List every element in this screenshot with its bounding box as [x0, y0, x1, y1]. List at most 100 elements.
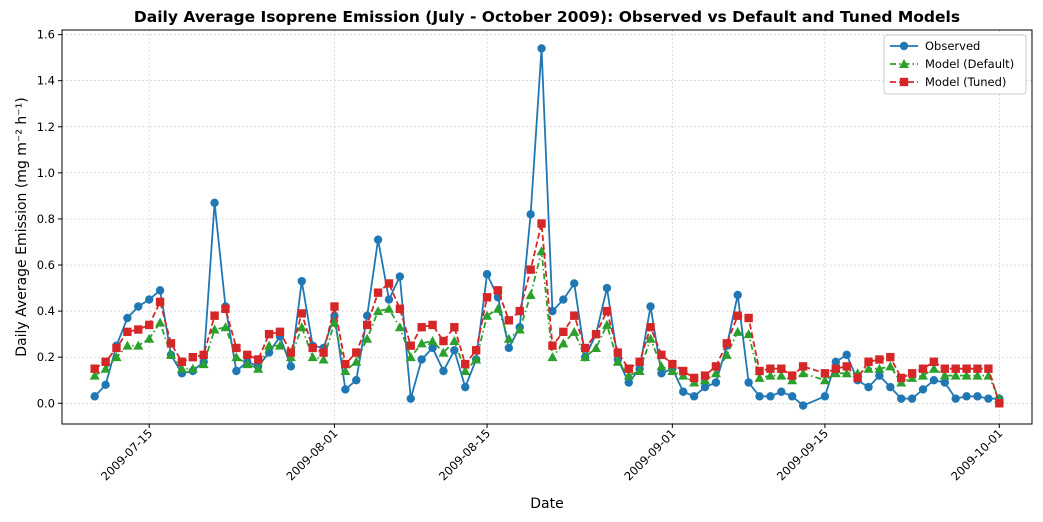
data-point [492, 303, 503, 313]
data-point [656, 361, 667, 371]
y-tick-label: 1.4 [37, 74, 55, 88]
data-point [743, 329, 754, 339]
data-point [198, 359, 209, 369]
data-point [504, 316, 514, 325]
y-tick-label: 0.8 [37, 212, 55, 226]
data-point [973, 364, 982, 373]
data-point [886, 352, 895, 362]
data-point [569, 326, 580, 336]
data-point [777, 387, 786, 396]
data-point [471, 346, 481, 355]
data-point [874, 363, 885, 373]
data-point [951, 394, 960, 403]
data-point [438, 347, 449, 357]
data-point [537, 44, 546, 53]
data-point [89, 370, 100, 380]
data-point [613, 348, 623, 357]
data-point [897, 394, 906, 403]
data-point [482, 310, 493, 320]
data-point [482, 270, 492, 279]
data-point [798, 401, 808, 410]
data-point [232, 366, 241, 376]
data-point [199, 350, 208, 360]
series-2 [90, 219, 1004, 408]
data-point [548, 341, 557, 350]
data-point [700, 371, 710, 380]
data-point [416, 338, 427, 348]
data-point [864, 382, 873, 392]
legend-marker [899, 41, 909, 51]
data-point [820, 369, 830, 378]
data-point [668, 359, 677, 369]
data-point [623, 370, 634, 380]
data-point [427, 336, 438, 346]
data-point [449, 336, 460, 346]
data-point [559, 295, 568, 304]
data-point [341, 385, 350, 394]
data-point [612, 356, 623, 366]
data-point [450, 323, 459, 332]
data-point [176, 363, 187, 373]
data-point [428, 320, 437, 330]
data-point [384, 279, 394, 288]
data-point [232, 343, 241, 353]
data-point [406, 341, 415, 350]
data-point [123, 313, 132, 323]
data-point [646, 323, 655, 332]
y-tick-label: 1.0 [37, 166, 55, 180]
data-point [439, 336, 448, 346]
data-point [864, 357, 873, 366]
data-point [547, 352, 558, 362]
data-point [646, 302, 655, 311]
y-tick-label: 0.0 [37, 396, 55, 410]
data-point [209, 324, 220, 334]
data-point [777, 364, 786, 373]
data-point [144, 320, 154, 330]
data-point [318, 354, 329, 364]
data-point [221, 304, 230, 313]
data-point [274, 340, 285, 350]
data-point [460, 366, 471, 376]
data-point [667, 366, 678, 376]
data-point [962, 392, 971, 401]
data-point [951, 364, 960, 373]
data-point [700, 382, 710, 392]
data-point [765, 370, 776, 380]
data-point [307, 352, 318, 362]
data-point [417, 323, 426, 332]
data-point [450, 346, 459, 355]
data-point [155, 317, 166, 327]
data-point [493, 286, 503, 295]
x-tick-label: 2009-08-15 [436, 426, 493, 483]
plot-frame [61, 29, 1033, 425]
data-point [351, 356, 362, 366]
data-point [570, 279, 579, 288]
data-point [133, 340, 144, 350]
data-point [144, 295, 154, 304]
data-point [362, 333, 373, 343]
series-layer [89, 44, 1005, 410]
data-point [187, 363, 198, 373]
legend-marker [899, 59, 909, 68]
legend-label: Observed [925, 39, 980, 53]
data-point [296, 322, 307, 332]
data-point [624, 364, 633, 373]
data-point [721, 349, 732, 359]
data-point [788, 371, 797, 380]
data-point [897, 373, 906, 383]
data-point [297, 276, 306, 286]
data-point [918, 364, 928, 373]
data-point [155, 297, 165, 307]
data-point [297, 309, 306, 318]
data-point [341, 359, 350, 369]
data-point [100, 363, 111, 373]
data-point [526, 265, 535, 274]
data-point [286, 362, 296, 371]
data-point [755, 392, 764, 401]
data-point [907, 369, 917, 378]
data-point [788, 392, 797, 401]
data-point [940, 378, 950, 387]
data-point [231, 352, 242, 362]
data-point [243, 350, 252, 360]
